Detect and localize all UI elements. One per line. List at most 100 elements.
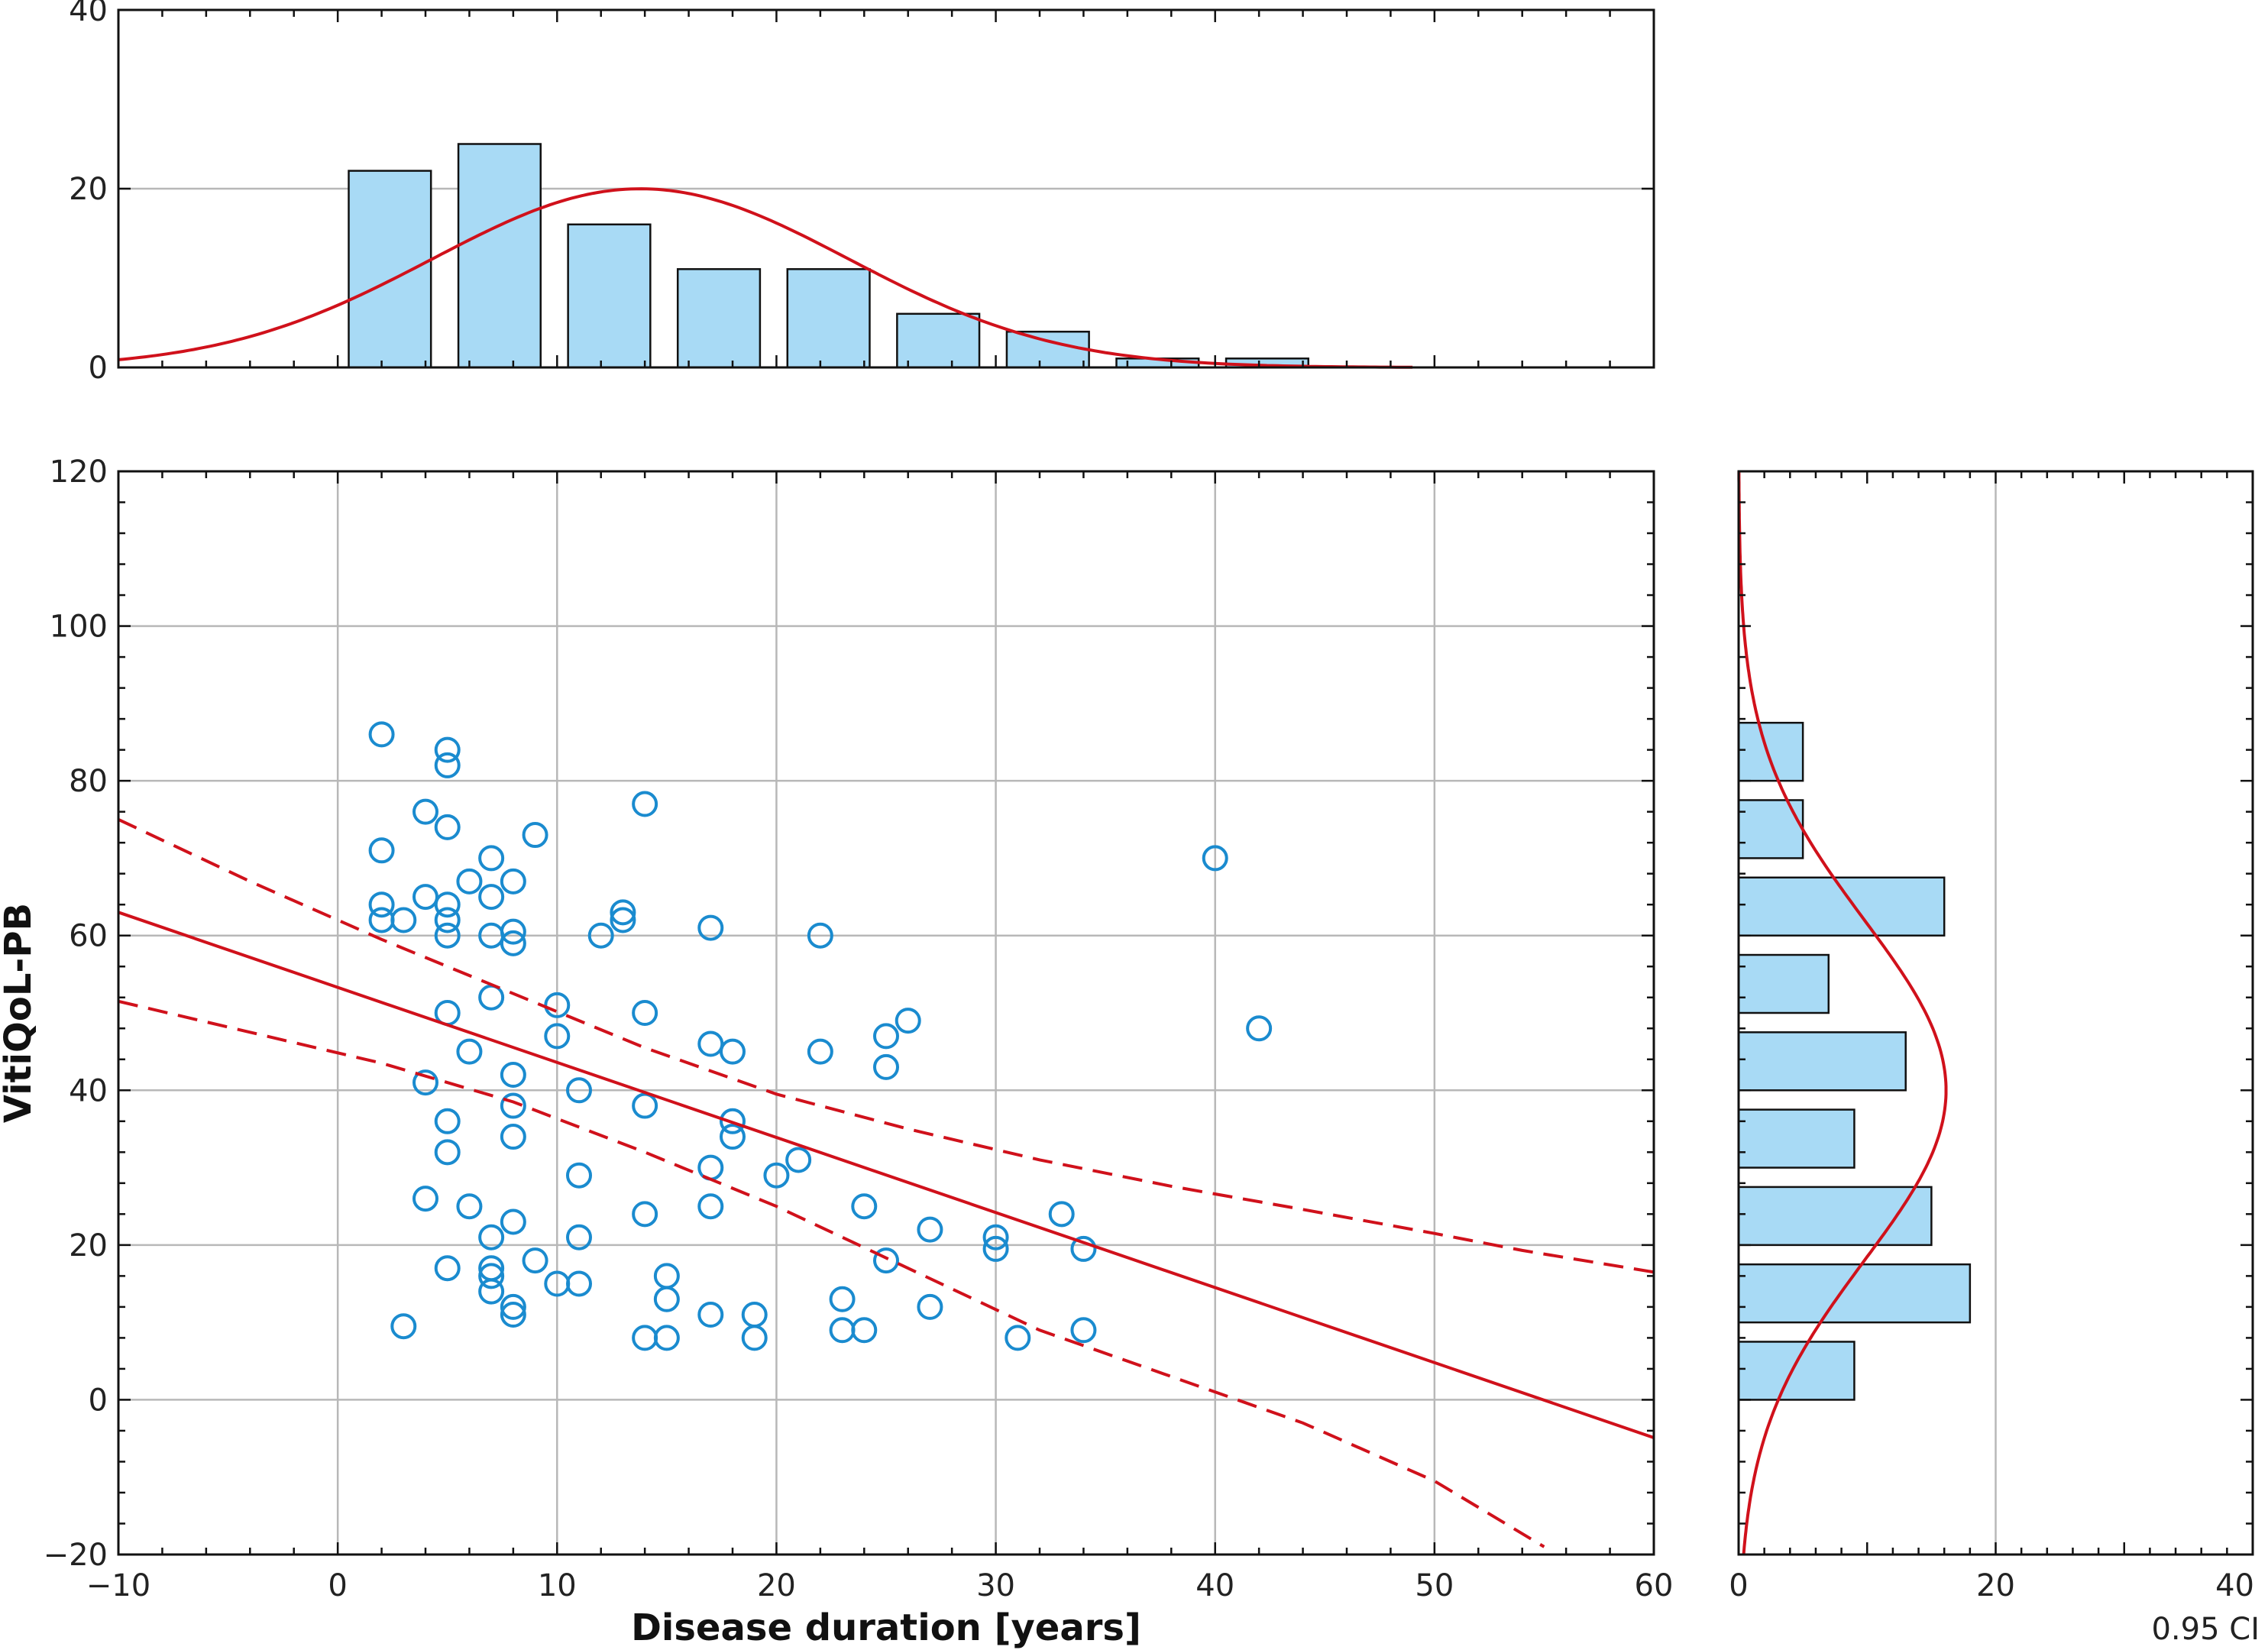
data-point [720, 1038, 746, 1065]
ci-lower-line [118, 999, 1545, 1548]
y-tick-label: 40 [69, 0, 108, 28]
scatter-points [368, 721, 1273, 1351]
x-axis-title: Disease duration [years] [631, 1606, 1141, 1649]
scatter-ticks [117, 470, 1655, 1556]
data-point [720, 1124, 746, 1150]
data-point [413, 1069, 438, 1096]
data-point [917, 1216, 943, 1243]
data-point [610, 899, 636, 926]
data-point [434, 752, 461, 778]
data-point [632, 1000, 658, 1026]
data-point [478, 1278, 505, 1305]
data-point [697, 914, 724, 941]
right-histogram-normal-curve [1737, 471, 1948, 1555]
data-point [807, 1038, 833, 1065]
histogram-bar [1737, 799, 1804, 859]
data-point [566, 1077, 592, 1104]
data-point [982, 1224, 1009, 1250]
data-point [368, 721, 395, 748]
data-point [587, 922, 614, 949]
data-point [413, 884, 438, 911]
top-histogram-panel: 0 20 40 [69, 0, 1655, 386]
data-point [873, 1023, 899, 1050]
data-point [1048, 1201, 1075, 1228]
data-point [697, 1193, 724, 1220]
data-point [1070, 1317, 1097, 1344]
data-point [434, 891, 461, 918]
data-point [544, 1023, 571, 1050]
data-point [368, 837, 395, 864]
data-point [653, 1286, 680, 1312]
data-point [1202, 845, 1228, 872]
data-point [697, 1030, 724, 1057]
data-point [413, 798, 438, 825]
data-point [697, 1302, 724, 1328]
data-point [368, 907, 395, 933]
data-point [763, 1162, 790, 1189]
scatter-tick-labels: −10 0 10 20 30 40 50 60 −20 0 20 40 60 80 100 120 [44, 455, 1674, 1603]
y-tick-label: 80 [69, 764, 108, 799]
x-tick-label: 50 [1415, 1568, 1454, 1603]
data-point [632, 1092, 658, 1119]
data-point [917, 1293, 943, 1320]
y-tick-label: 20 [69, 1228, 108, 1263]
data-point [873, 1247, 899, 1274]
scatter-grid [118, 471, 1654, 1555]
data-point [500, 930, 526, 956]
regression-line [118, 911, 1655, 1439]
histogram-bar [348, 170, 432, 369]
data-point [390, 1313, 417, 1340]
y-axis-title: VitiQoL-PB [0, 903, 40, 1123]
top-histogram-frame [117, 8, 1655, 369]
data-point [1246, 1015, 1273, 1042]
histogram-bar [1737, 1108, 1855, 1169]
data-point [653, 1263, 680, 1289]
data-point [610, 907, 636, 933]
ci-note: 0.95 CI [2151, 1612, 2260, 1647]
data-point [829, 1317, 856, 1344]
top-histogram-bars [348, 143, 1309, 369]
data-point [500, 1092, 526, 1119]
data-point [434, 1139, 461, 1166]
data-point [368, 891, 395, 918]
right-histogram-tick-labels: 0 20 40 [1729, 1568, 2254, 1603]
data-point [434, 736, 461, 763]
data-point [500, 1124, 526, 1150]
data-point [478, 1263, 505, 1289]
top-histogram-normal-curve [118, 187, 1413, 369]
histogram-bar [1737, 1341, 1855, 1401]
data-point [632, 1325, 658, 1351]
y-tick-label: 0 [89, 351, 108, 386]
data-point [390, 907, 417, 933]
data-point [720, 1108, 746, 1134]
data-point [500, 1208, 526, 1235]
data-point [478, 884, 505, 911]
data-point [478, 984, 505, 1011]
histogram-bar [676, 268, 762, 369]
data-point [785, 1147, 812, 1173]
data-point [434, 1108, 461, 1134]
data-point [434, 1255, 461, 1282]
histogram-bar [1737, 721, 1804, 782]
data-point [1005, 1325, 1031, 1351]
data-point [500, 868, 526, 895]
right-histogram-bars [1737, 721, 1972, 1401]
histogram-bar [1737, 1186, 1933, 1247]
data-point [566, 1224, 592, 1250]
histogram-bar [1737, 1031, 1907, 1092]
y-tick-label: 40 [69, 1073, 108, 1108]
histogram-bar [457, 143, 542, 369]
histogram-bar [567, 223, 652, 369]
histogram-bar [786, 268, 871, 369]
data-point [895, 1008, 921, 1034]
data-point [478, 845, 505, 872]
data-point [478, 1224, 505, 1250]
y-tick-label: 120 [50, 455, 108, 490]
data-point [697, 1154, 724, 1181]
data-point [741, 1302, 768, 1328]
x-tick-label: −10 [86, 1568, 150, 1603]
data-point [566, 1270, 592, 1297]
x-tick-label: 0 [1729, 1568, 1748, 1603]
data-point [1070, 1235, 1097, 1262]
